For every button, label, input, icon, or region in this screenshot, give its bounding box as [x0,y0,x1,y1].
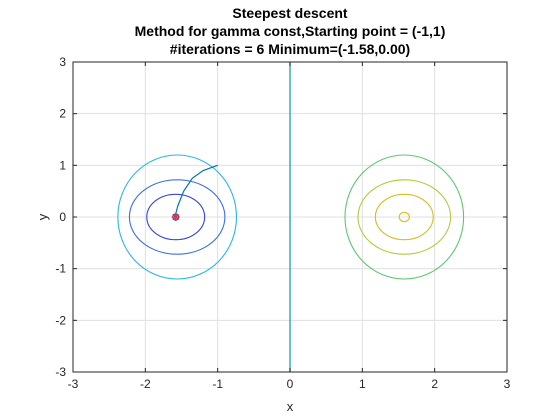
right-level-3 [357,179,452,255]
y-axis-label: y [35,213,50,220]
x-tick-label: 0 [287,377,294,391]
title-line-3: #iterations = 6 Minimum=(-1.58,0.00) [170,41,410,57]
contour-lines [117,62,465,372]
minimum-marker-group [171,213,180,221]
x-tick-label: -2 [140,377,151,391]
x-tick-label: 2 [431,377,438,391]
right-level-1 [398,211,410,223]
y-tick-label: 1 [59,158,66,172]
left-level-3 [128,179,226,255]
y-tick-label: 3 [59,55,66,69]
left-level-2 [146,193,206,241]
right-level-2 [374,193,434,241]
x-tick-label: 1 [359,377,366,391]
x-tick-label: 3 [504,377,511,391]
title-line-1: Steepest descent [232,5,347,21]
y-tick-label: -3 [55,365,66,379]
y-tick-label: -1 [55,262,66,276]
x-tick-label: -1 [212,377,223,391]
y-tick-label: 0 [59,210,66,224]
minimum-marker-stroke [172,213,179,221]
minimum-marker [171,213,180,221]
x-axis-label: x [287,399,294,414]
right-level-4 [344,154,465,280]
ticks: -3 -2 -1 0 1 2 3 -3 -2 -1 0 1 2 3 [55,55,510,391]
left-level-4 [117,154,238,280]
y-tick-label: -2 [55,313,66,327]
title-line-2: Method for gamma const,Starting point = … [135,23,446,39]
x-tick-label: -3 [68,377,79,391]
y-tick-label: 2 [59,107,66,121]
